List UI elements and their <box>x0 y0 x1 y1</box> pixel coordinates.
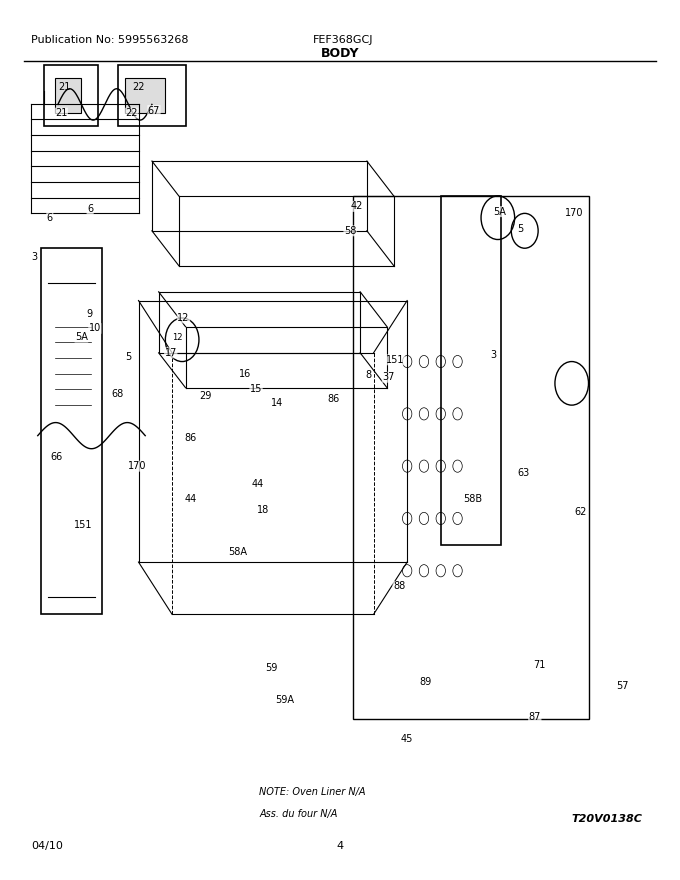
Text: Publication No: 5995563268: Publication No: 5995563268 <box>31 34 188 45</box>
Text: BODY: BODY <box>321 47 359 60</box>
Text: 58B: 58B <box>463 495 482 504</box>
Bar <box>54 78 82 114</box>
Text: 4: 4 <box>337 841 343 852</box>
Text: 59A: 59A <box>275 694 294 705</box>
Text: 151: 151 <box>386 355 405 365</box>
Text: 3: 3 <box>31 252 37 262</box>
Bar <box>125 78 165 114</box>
Text: 12: 12 <box>177 313 190 323</box>
Text: Ass. du four N/A: Ass. du four N/A <box>259 810 338 819</box>
Text: 9: 9 <box>86 309 92 319</box>
Text: 170: 170 <box>128 461 146 471</box>
Text: 66: 66 <box>50 452 63 462</box>
Text: 63: 63 <box>517 468 530 478</box>
Text: 15: 15 <box>250 385 262 394</box>
Text: 04/10: 04/10 <box>31 841 63 852</box>
Text: 86: 86 <box>185 433 197 444</box>
Text: 22: 22 <box>132 82 144 92</box>
Text: 37: 37 <box>382 372 394 382</box>
Text: 59: 59 <box>265 664 277 673</box>
Text: 8: 8 <box>365 370 371 379</box>
Text: 45: 45 <box>401 734 413 744</box>
Text: 5: 5 <box>517 224 523 234</box>
Text: 5A: 5A <box>75 332 88 342</box>
Text: 17: 17 <box>165 348 177 358</box>
Text: 170: 170 <box>564 209 583 218</box>
Bar <box>354 196 588 719</box>
Text: 44: 44 <box>185 495 197 504</box>
Text: 21: 21 <box>58 82 70 92</box>
Text: 21: 21 <box>55 108 67 118</box>
Text: 71: 71 <box>533 660 545 670</box>
Text: 88: 88 <box>393 582 405 591</box>
Bar <box>41 248 101 614</box>
Text: 29: 29 <box>199 392 212 401</box>
Bar <box>118 65 186 126</box>
Text: T20V0138C: T20V0138C <box>571 813 642 824</box>
Text: 42: 42 <box>351 202 363 211</box>
Text: 14: 14 <box>271 398 284 407</box>
Text: 5: 5 <box>125 352 131 363</box>
Text: 67: 67 <box>148 106 160 115</box>
Text: 3: 3 <box>490 349 496 360</box>
Text: 22: 22 <box>126 108 138 118</box>
Text: 58A: 58A <box>228 546 247 556</box>
Bar <box>441 196 501 545</box>
Text: 151: 151 <box>74 520 92 531</box>
Text: 6: 6 <box>47 213 53 223</box>
Text: 87: 87 <box>528 712 541 722</box>
Text: 5A: 5A <box>494 207 507 216</box>
Text: 16: 16 <box>239 369 251 378</box>
Text: 44: 44 <box>252 479 265 488</box>
Text: FEF368GCJ: FEF368GCJ <box>313 34 373 45</box>
Text: 86: 86 <box>327 394 339 404</box>
Text: 62: 62 <box>575 508 587 517</box>
Text: 68: 68 <box>111 389 123 399</box>
Text: 57: 57 <box>616 681 628 691</box>
Text: 6: 6 <box>87 204 93 214</box>
Text: 89: 89 <box>420 678 432 687</box>
Text: 58: 58 <box>344 226 356 236</box>
Text: 12: 12 <box>172 333 183 341</box>
Text: 10: 10 <box>88 324 101 334</box>
Text: 18: 18 <box>256 505 269 515</box>
Text: NOTE: Oven Liner N/A: NOTE: Oven Liner N/A <box>259 788 366 797</box>
Bar <box>44 65 98 126</box>
